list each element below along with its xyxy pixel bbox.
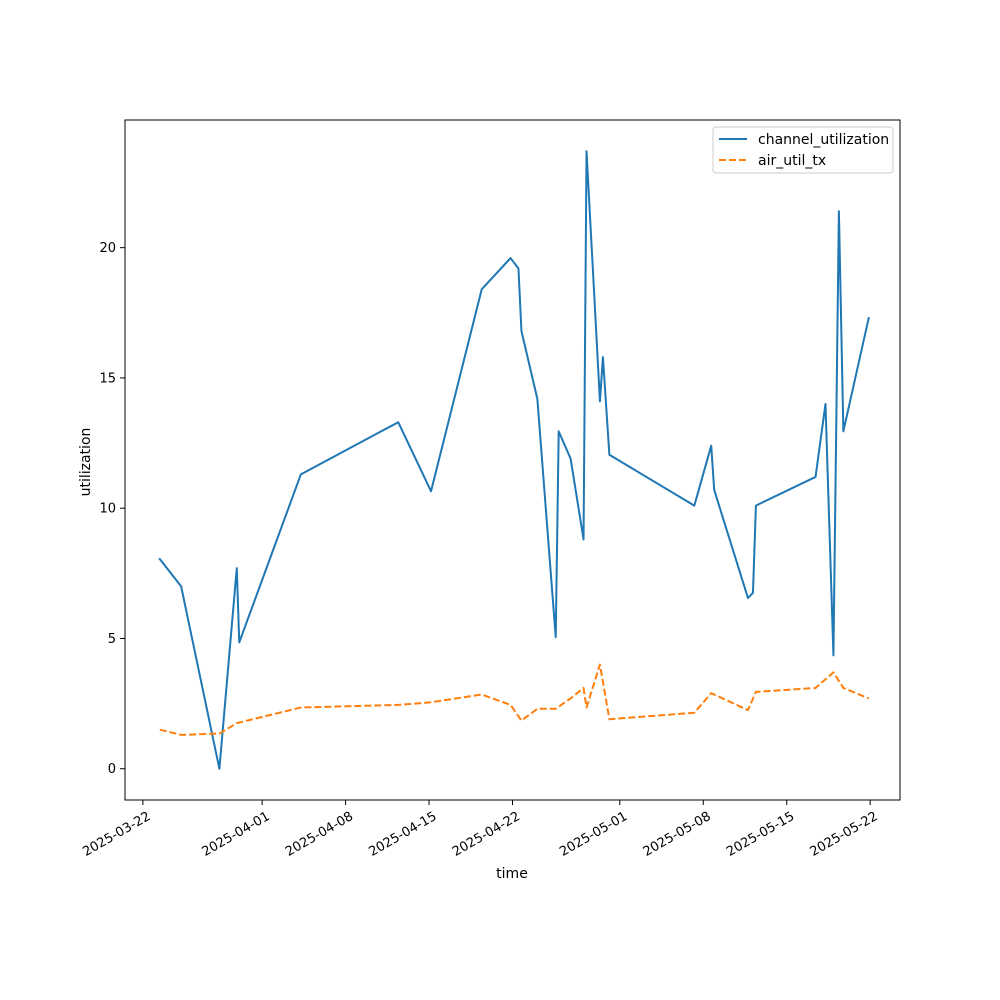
series-line-air-util-tx bbox=[159, 663, 870, 736]
y-tick-label: 15 bbox=[99, 371, 116, 386]
legend-label-channel-utilization: channel_utilization bbox=[758, 132, 889, 148]
y-tick-label: 0 bbox=[108, 762, 116, 777]
y-axis-label: utilization bbox=[78, 428, 94, 497]
axes-frame bbox=[124, 119, 901, 801]
y-tick-label: 20 bbox=[99, 241, 116, 256]
series-line-channel-utilization bbox=[158, 150, 870, 770]
plot-area bbox=[158, 150, 870, 770]
y-tick-label: 10 bbox=[99, 502, 116, 517]
legend-box bbox=[712, 126, 894, 174]
x-axis-label: time bbox=[496, 866, 528, 882]
legend-label-air-util-tx: air_util_tx bbox=[758, 153, 826, 169]
y-tick-label: 5 bbox=[108, 632, 116, 647]
legend: channel_utilization air_util_tx bbox=[712, 126, 894, 174]
y-axis: 0 5 10 15 20 bbox=[99, 241, 125, 777]
